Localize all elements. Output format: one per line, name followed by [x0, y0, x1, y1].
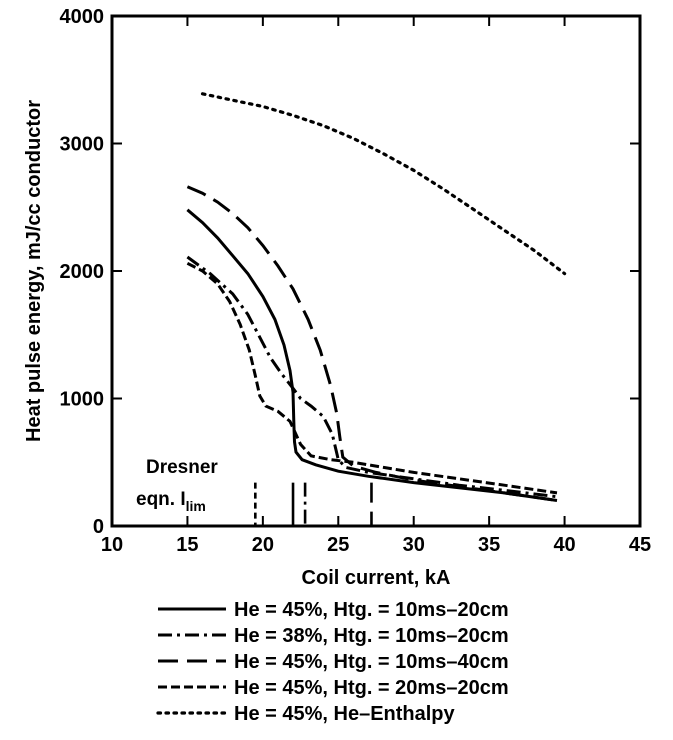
limit-markers: [254, 482, 373, 526]
y-axis: 0 1000 2000 3000 4000: [60, 6, 640, 538]
plot-area: [110, 14, 642, 528]
x-tick-label: 45: [629, 534, 651, 556]
x-tick-label: 35: [478, 534, 500, 556]
x-tick-label: 20: [252, 534, 274, 556]
x-axis: 10 15 20 25 30 35 40 45: [101, 16, 651, 556]
annotation-line1: Dresner: [146, 457, 218, 478]
series-line: [200, 92, 567, 276]
y-tick-label: 4000: [60, 6, 105, 28]
legend-label: He = 45%, Htg. = 10ms–20cm: [234, 599, 509, 621]
y-tick-label: 1000: [60, 389, 105, 411]
series-group: [186, 92, 567, 502]
y-axis-title: Heat pulse energy, mJ/cc conductor: [23, 100, 45, 442]
annotation: Dresner eqn. Ilim: [136, 457, 218, 514]
annotation-prefix: eqn. I: [136, 489, 186, 510]
y-tick-label: 2000: [60, 261, 105, 283]
x-tick-label: 40: [553, 534, 575, 556]
x-tick-label: 15: [176, 534, 198, 556]
series-line: [186, 208, 558, 502]
x-tick-label: 30: [403, 534, 425, 556]
annotation-line2: eqn. Ilim: [136, 489, 206, 514]
x-tick-label: 10: [101, 534, 123, 556]
x-axis-title: Coil current, kA: [302, 567, 451, 589]
y-tick-label: 3000: [60, 134, 105, 156]
series-line: [186, 255, 558, 499]
annotation-subscript: lim: [186, 498, 206, 514]
legend-label: He = 45%, Htg. = 20ms–20cm: [234, 677, 509, 699]
legend-label: He = 45%, Htg. = 10ms–40cm: [234, 651, 509, 673]
series-line: [186, 261, 558, 495]
x-tick-label: 25: [327, 534, 349, 556]
legend-label: He = 38%, Htg. = 10ms–20cm: [234, 625, 509, 647]
legend: He = 45%, Htg. = 10ms–20cm He = 38%, Htg.…: [156, 599, 509, 725]
legend-label: He = 45%, He–Enthalpy: [234, 703, 456, 725]
y-tick-label: 0: [93, 516, 104, 538]
plot-frame: [110, 14, 642, 528]
series-line: [186, 185, 558, 502]
